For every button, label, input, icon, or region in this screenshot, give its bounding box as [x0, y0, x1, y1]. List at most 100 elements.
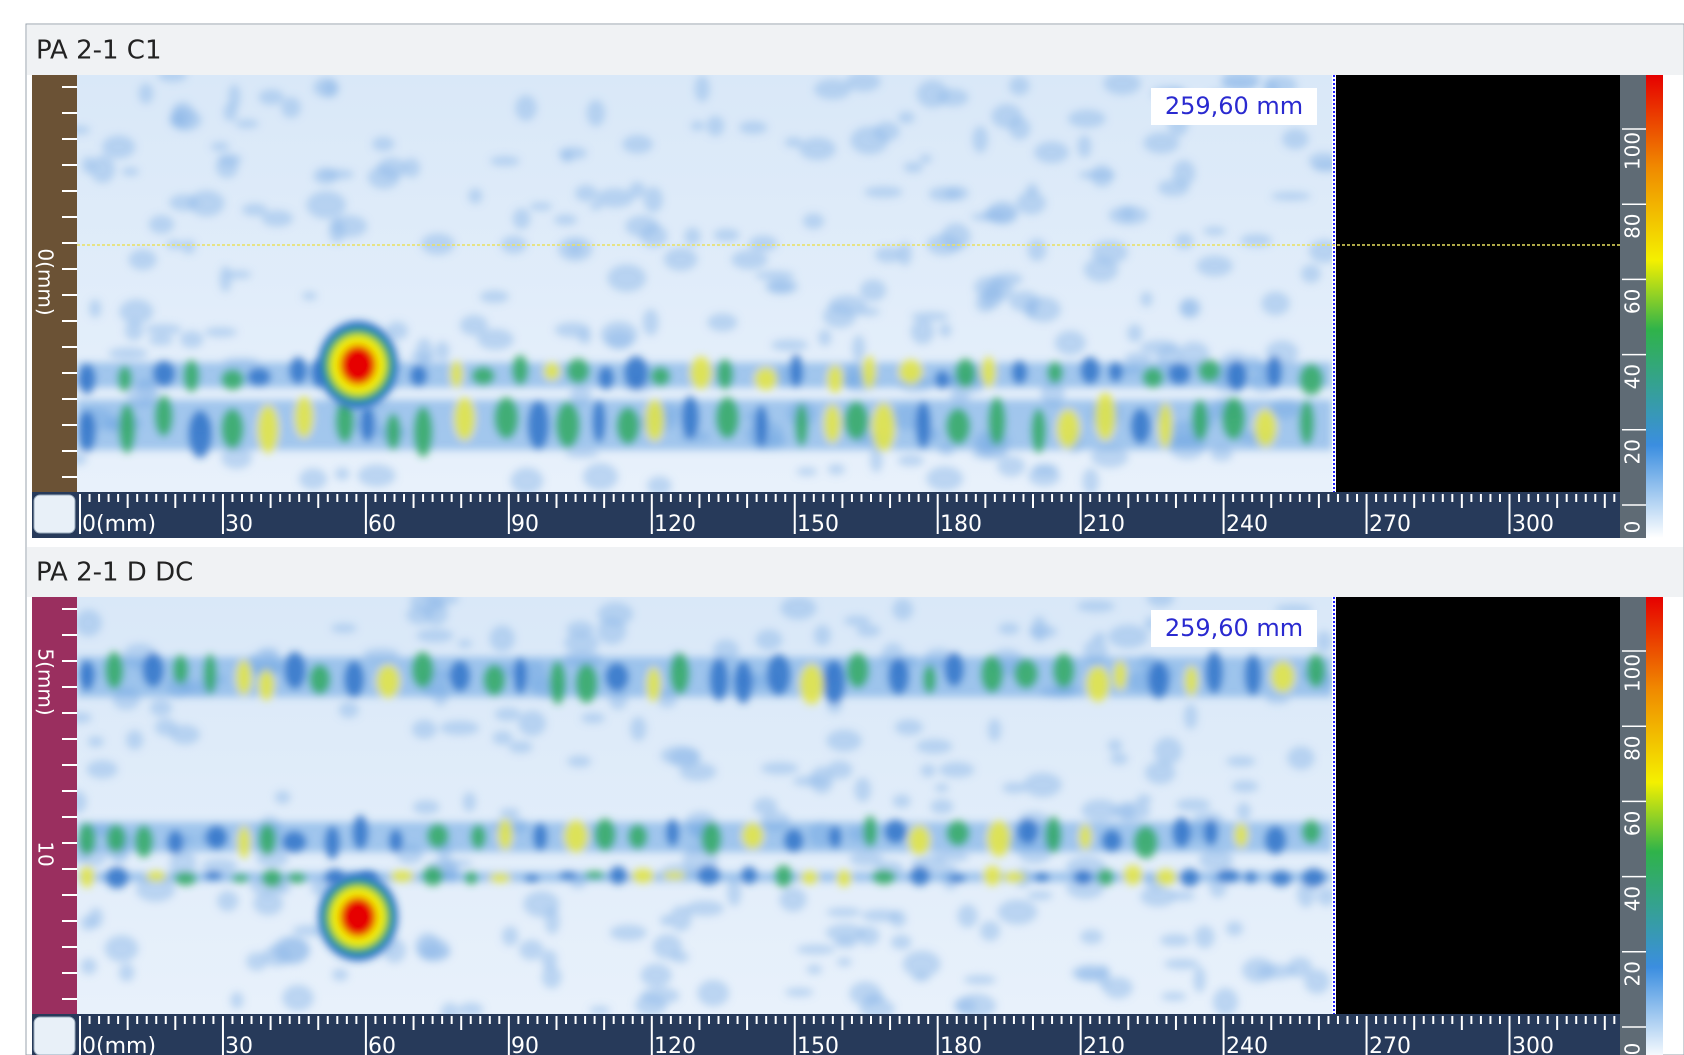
echo-blob [920, 764, 936, 777]
echo-blob [287, 872, 307, 884]
echo-blob [948, 874, 966, 883]
title-bar [27, 547, 1683, 597]
echo-blob [78, 363, 96, 395]
left-ruler [32, 597, 77, 1014]
corner-button[interactable] [33, 1016, 76, 1055]
echo-blob [855, 307, 880, 316]
echo-blob [352, 815, 369, 850]
echo-blob [253, 891, 284, 916]
x-axis-label: 30 [225, 512, 253, 537]
echo-blob [1108, 624, 1149, 649]
echo-blob [135, 876, 176, 902]
echo-blob [489, 873, 511, 883]
left-ruler [32, 75, 77, 492]
echo-blob [217, 890, 239, 912]
echo-blob [145, 324, 182, 335]
echo-blob [309, 664, 331, 695]
echo-blob [104, 935, 139, 962]
echo-blob [154, 718, 178, 736]
bottom-ruler [32, 492, 1620, 538]
echo-blob [1204, 819, 1218, 846]
echo-blob [1254, 409, 1277, 447]
echo-blob [748, 235, 778, 252]
echo-blob [313, 167, 338, 185]
echo-blob [755, 405, 768, 448]
echo-blob [1220, 77, 1259, 91]
echo-blob [1184, 665, 1198, 696]
echo-blob [183, 359, 200, 392]
echo-blob [829, 825, 842, 848]
echo-blob [997, 899, 1038, 925]
echo-blob [90, 155, 116, 184]
echo-blob [814, 78, 852, 100]
echo-blob [597, 617, 627, 645]
echo-blob [799, 664, 824, 705]
colorbar [1646, 597, 1663, 1055]
echo-blob [892, 794, 911, 808]
echo-blob [981, 356, 996, 388]
echo-blob [246, 952, 268, 971]
echo-blob [836, 869, 852, 887]
echo-blob [1031, 616, 1047, 642]
echo-blob [124, 320, 144, 341]
echo-blob [564, 632, 600, 654]
echo-blob [188, 410, 212, 458]
echo-blob [888, 658, 909, 695]
echo-blob [890, 934, 912, 950]
echo-blob [470, 824, 486, 850]
echo-blob [1014, 659, 1038, 689]
echo-blob [1301, 820, 1321, 844]
echo-blob [640, 963, 672, 987]
echo-blob [583, 463, 619, 491]
echo-blob [1287, 957, 1313, 978]
echo-blob [1212, 987, 1238, 1014]
echo-blob [1097, 868, 1114, 886]
echo-blob [1270, 870, 1292, 887]
colorbar-scale [1620, 597, 1646, 1055]
echo-blob [598, 366, 614, 390]
echo-blob [826, 729, 862, 752]
corner-button[interactable] [33, 494, 76, 534]
echo-blob [670, 652, 690, 695]
x-axis-label: 60 [368, 1034, 396, 1055]
defect-indication [318, 873, 398, 961]
echo-blob [902, 950, 941, 978]
echo-blob [1027, 238, 1047, 262]
echo-blob [1240, 233, 1273, 247]
echo-blob [955, 358, 976, 388]
echo-blob [846, 653, 869, 688]
echo-blob [1234, 823, 1248, 848]
echo-blob [784, 828, 804, 853]
echo-blob [650, 366, 671, 386]
echo-blob [584, 871, 605, 879]
echo-blob [367, 165, 400, 189]
colorbar-label: 100 [1621, 654, 1645, 692]
echo-blob [1080, 929, 1103, 944]
echo-blob [108, 347, 148, 360]
echo-blob [138, 83, 154, 104]
echo-blob [897, 242, 912, 266]
echo-blob [1067, 109, 1106, 128]
echo-blob [903, 161, 924, 173]
echo-blob [440, 1002, 460, 1014]
echo-blob [157, 75, 188, 82]
echo-blob [625, 215, 659, 237]
echo-blob [1157, 179, 1190, 197]
echo-blob [1301, 264, 1321, 284]
echo-blob [221, 369, 244, 390]
echo-blob [1193, 966, 1206, 993]
echo-blob [1083, 257, 1119, 283]
echo-blob [713, 639, 740, 662]
echo-blob [574, 185, 598, 202]
echo-blob [494, 397, 519, 439]
echo-blob [1244, 871, 1257, 884]
echo-blob [1143, 132, 1180, 154]
echo-blob [1045, 816, 1062, 853]
scan-texture [77, 597, 1332, 1014]
echo-blob [987, 820, 1011, 857]
echo-blob [544, 907, 560, 935]
echo-blob [1077, 135, 1092, 158]
colorbar-label: 20 [1621, 439, 1645, 464]
echo-blob [79, 660, 95, 691]
echo-blob [142, 652, 164, 687]
